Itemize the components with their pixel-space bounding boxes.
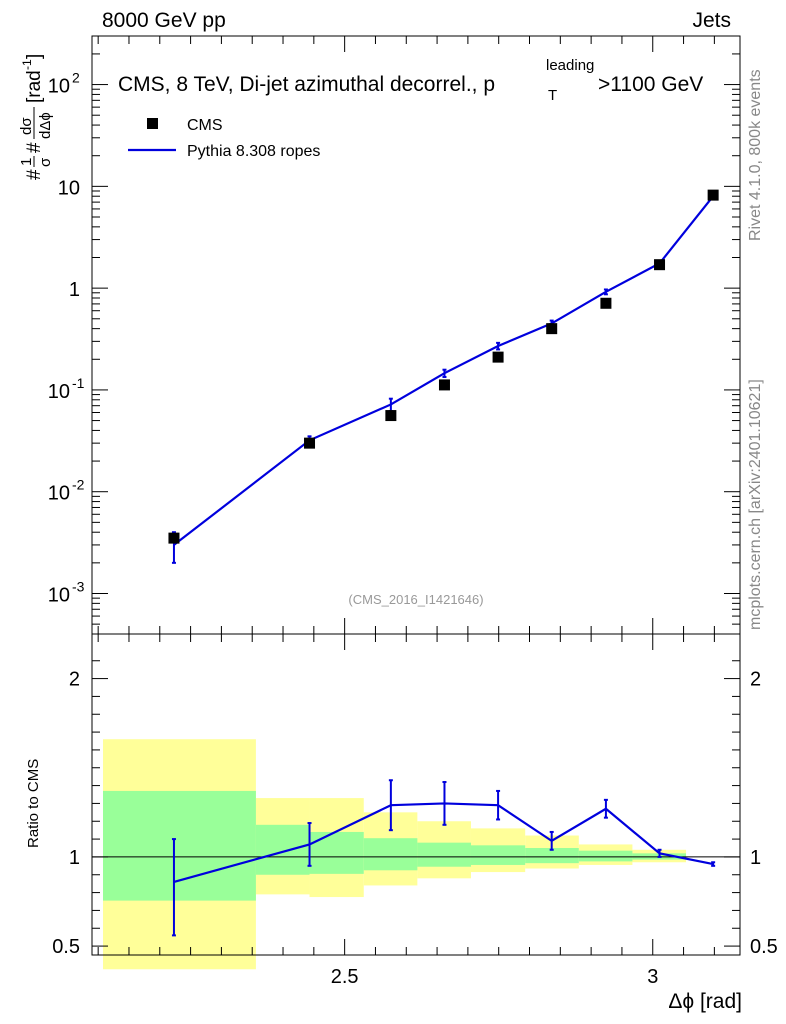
y-tick-label-main: 1 bbox=[69, 279, 80, 301]
y-tick-label-main: 10 bbox=[48, 584, 70, 606]
y-tick-label-ratio: 0.5 bbox=[52, 936, 80, 958]
ylabel-frac2-den: dΔϕ bbox=[37, 112, 54, 139]
x-axis-label: Δϕ [rad] bbox=[668, 990, 742, 1013]
y-tick-label-main: 10 bbox=[48, 76, 70, 98]
ratio-band-inner-bin bbox=[103, 790, 256, 901]
header-category: Jets bbox=[692, 9, 731, 32]
data-point-cms bbox=[492, 351, 504, 363]
data-point-cms bbox=[304, 437, 316, 449]
ylabel-hash-2: # bbox=[24, 142, 45, 153]
y-tick-label-main-exp: -2 bbox=[72, 477, 85, 493]
ylabel-frac1-num: 1 bbox=[18, 158, 35, 166]
data-point-cms bbox=[438, 379, 450, 391]
ratio-band-inner-bin bbox=[578, 850, 633, 862]
y-tick-label-ratio-right: 1 bbox=[750, 847, 761, 869]
plot-title-sup: leading bbox=[546, 57, 594, 74]
ratio-band-inner-bin bbox=[363, 838, 418, 871]
plot-title-tail: >1100 GeV bbox=[598, 73, 703, 96]
data-point-cms bbox=[385, 410, 397, 422]
mc-series-main bbox=[171, 194, 716, 564]
data-point-cms bbox=[546, 323, 558, 335]
ylabel-unit-exp: -1 bbox=[20, 59, 34, 70]
y-tick-label-main: 10 bbox=[58, 177, 80, 199]
ratio-band-inner-bin bbox=[417, 842, 471, 867]
analysis-id: (CMS_2016_I1421646) bbox=[348, 592, 483, 607]
plot-title-sub: T bbox=[548, 87, 557, 104]
y-tick-label-main-exp: 2 bbox=[72, 70, 80, 86]
y-tick-label-ratio-right: 2 bbox=[750, 669, 761, 691]
y-tick-label-ratio: 1 bbox=[69, 847, 80, 869]
y-tick-label-main-exp: -1 bbox=[72, 375, 85, 391]
mcplots-label: mcplots.cern.ch [arXiv:2401.10621] bbox=[747, 379, 764, 630]
y-tick-label-main-exp: -3 bbox=[72, 578, 85, 594]
ylabel-unit: [rad bbox=[24, 70, 45, 103]
ylabel-frac1-den: σ bbox=[37, 157, 54, 167]
header-process: 8000 GeV pp bbox=[102, 9, 226, 32]
mc-series-ratio bbox=[171, 779, 716, 937]
y-axis-label-ratio: Ratio to CMS bbox=[25, 759, 42, 848]
y-tick-label-ratio-right: 0.5 bbox=[750, 936, 778, 958]
rivet-version-label: Rivet 4.1.0, 800k events bbox=[747, 69, 764, 241]
y-tick-label-main: 10 bbox=[48, 483, 70, 505]
x-tick-label: 2.5 bbox=[331, 966, 359, 988]
ratio-band-inner-bin bbox=[470, 845, 526, 865]
data-point-cms bbox=[168, 532, 180, 544]
data-point-cms bbox=[600, 297, 612, 309]
legend-marker-cms bbox=[147, 118, 158, 129]
plot-title: CMS, 8 TeV, Di-jet azimuthal decorrel., … bbox=[118, 73, 495, 96]
data-series-main bbox=[168, 189, 719, 544]
data-point-cms bbox=[654, 259, 666, 271]
ratio-band-inner-bin bbox=[255, 824, 310, 875]
plot-title-main: CMS, 8 TeV, Di-jet azimuthal decorrel., … bbox=[118, 73, 495, 96]
ylabel-frac2-num: dσ bbox=[18, 117, 35, 135]
axis-ticks bbox=[92, 35, 740, 955]
ratio-band-inner-bin bbox=[309, 831, 364, 874]
x-tick-label: 3 bbox=[647, 966, 658, 988]
ratio-panel-frame bbox=[91, 633, 741, 956]
data-point-cms bbox=[707, 189, 719, 201]
ylabel-hash-1: # bbox=[24, 169, 45, 180]
y-axis-label-main: # 1 σ # dσ dΔϕ [rad -1 ] bbox=[18, 54, 54, 180]
ylabel-unit-close: ] bbox=[24, 54, 45, 59]
legend-label-cms: CMS bbox=[187, 117, 223, 134]
legend-label-mc: Pythia 8.308 ropes bbox=[187, 143, 320, 160]
ratio-band-inner-bin bbox=[525, 848, 579, 864]
y-tick-label-ratio: 2 bbox=[69, 669, 80, 691]
y-tick-label-main: 10 bbox=[48, 381, 70, 403]
